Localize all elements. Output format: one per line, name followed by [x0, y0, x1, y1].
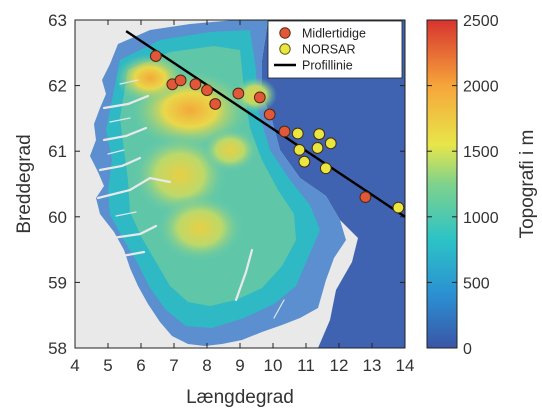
colorbar-gradient [426, 19, 458, 349]
x-axis-ticks: 4 5 6 7 8 9 10 11 12 13 14 [70, 20, 414, 375]
colorbar-tick-label: 1000 [463, 210, 499, 227]
point-midlertidige [189, 78, 202, 91]
point-midlertidige [149, 50, 162, 62]
x-tick-label: 4 [70, 356, 79, 375]
x-tick-label: 9 [235, 356, 244, 375]
y-tick-label: 62 [48, 77, 67, 96]
colorbar-tick-label: 1500 [463, 144, 499, 161]
y-axis-label: Breddegrad [14, 134, 35, 233]
point-norsar [298, 155, 311, 168]
point-norsar [392, 201, 405, 214]
point-midlertidige [253, 91, 266, 104]
point-norsar [291, 127, 304, 140]
profile-line-layer [125, 30, 406, 218]
station-points-layer [149, 50, 405, 214]
x-tick-label: 7 [169, 356, 178, 375]
point-midlertidige [359, 191, 372, 204]
x-tick-label: 14 [396, 356, 415, 375]
point-midlertidige [278, 125, 291, 138]
x-tick-label: 8 [202, 356, 211, 375]
legend-label-profillinie: Profillinie [302, 59, 353, 73]
point-midlertidige [232, 87, 245, 100]
legend: Midlertidige NORSAR Profillinie [267, 20, 403, 79]
x-axis-label: Længdegrad [186, 387, 294, 408]
colorbar: 0 500 1000 1500 2000 2500 Topografi i m [426, 13, 538, 358]
colorbar-tick-label: 500 [463, 275, 490, 292]
x-tick-label: 11 [297, 356, 315, 375]
legend-label-norsar: NORSAR [302, 43, 355, 57]
point-midlertidige [209, 98, 222, 110]
point-norsar [311, 142, 324, 154]
legend-marker-norsar [279, 43, 291, 55]
topography-map [90, 20, 405, 348]
point-midlertidige [174, 74, 187, 87]
point-norsar [319, 162, 332, 175]
legend-label-midlertidige: Midlertidige [302, 27, 366, 41]
x-tick-label: 12 [330, 356, 349, 375]
point-norsar [324, 137, 337, 150]
colorbar-tick-label: 2500 [463, 13, 499, 30]
y-axis-ticks: 58 59 60 61 62 63 [48, 11, 405, 358]
y-tick-label: 60 [48, 208, 67, 227]
y-tick-label: 61 [48, 142, 67, 161]
point-midlertidige [201, 84, 213, 97]
point-midlertidige [263, 108, 276, 121]
x-tick-label: 6 [136, 356, 145, 375]
point-norsar [293, 143, 306, 156]
y-tick-label: 59 [48, 273, 67, 292]
x-tick-label: 10 [264, 356, 283, 375]
colorbar-tick-label: 0 [463, 341, 472, 358]
x-tick-label: 13 [363, 356, 382, 375]
colorbar-label: Topografi i m [517, 130, 538, 239]
point-norsar [313, 128, 326, 141]
y-tick-label: 63 [48, 11, 67, 30]
x-tick-label: 5 [103, 356, 112, 375]
colorbar-ticks: 0 500 1000 1500 2000 2500 [427, 13, 499, 358]
y-tick-label: 58 [48, 339, 67, 358]
legend-marker-midlertidige [279, 27, 291, 39]
profile-line-profillinie [125, 30, 406, 218]
colorbar-tick-label: 2000 [463, 79, 499, 96]
